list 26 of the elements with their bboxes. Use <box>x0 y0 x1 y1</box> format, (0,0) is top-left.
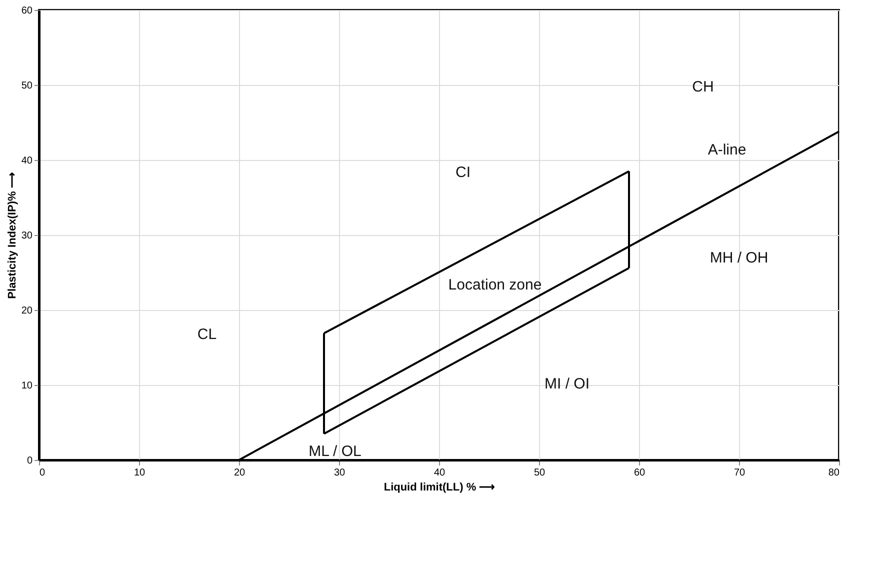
x-tick-label: 50 <box>534 468 546 478</box>
y-tick-label: 30 <box>21 230 33 242</box>
y-tick-label: 20 <box>21 306 33 316</box>
y-axis-title: Plasticity Index(IP)% ⟶ <box>6 172 18 299</box>
y-tick-label: 10 <box>21 380 33 392</box>
annotation: CI <box>456 164 470 181</box>
x-tick-label: 0 <box>40 468 46 478</box>
annotation: MI / OI <box>544 376 590 392</box>
annotation: A-line <box>708 142 746 158</box>
annotation: CH <box>692 78 714 96</box>
x-tick-label: 40 <box>434 468 446 478</box>
x-tick-label: 30 <box>334 468 346 478</box>
y-tick-label: 0 <box>26 456 33 466</box>
x-tick-label: 10 <box>134 468 146 478</box>
x-axis-title: Liquid limit(LL) % ⟶ <box>384 482 496 494</box>
annotation: CL <box>197 326 217 343</box>
x-tick-label: 60 <box>634 468 646 478</box>
y-tick-label: 50 <box>21 80 33 92</box>
x-tick-label: 70 <box>734 468 746 478</box>
annotation: ML / OL <box>308 443 362 460</box>
y-tick-label: 60 <box>21 6 33 16</box>
x-tick-label: 80 <box>828 468 840 478</box>
annotation: MH / OH <box>710 250 768 266</box>
x-tick-label: 20 <box>234 468 246 478</box>
annotation: Location zone <box>448 276 542 294</box>
y-tick-label: 40 <box>21 156 33 166</box>
